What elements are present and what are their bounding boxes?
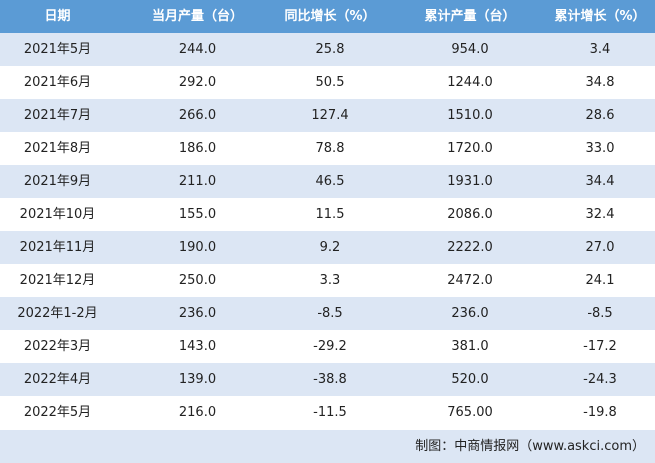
table-cell: -19.8: [583, 405, 617, 420]
table-cell: 32.4: [585, 207, 615, 222]
table-cell: 2022年3月: [23, 339, 92, 354]
table-cell: 28.6: [585, 108, 615, 123]
table-cell: 216.0: [178, 405, 217, 420]
table-cell: 2022年4月: [23, 372, 92, 387]
table-cell: 2021年10月: [19, 207, 96, 222]
table-cell: 236.0: [451, 306, 489, 321]
header-row: 日期 当月产量（台） 同比增长（%） 累计产量（台） 累计增长（%）: [0, 0, 655, 33]
table-cell: 292.0: [178, 75, 217, 90]
table-cell: 155.0: [178, 207, 217, 222]
header-cell: 累计增长（%）: [554, 9, 646, 24]
table-cell: 2222.0: [447, 240, 493, 255]
table-row: 2021年5月 244.0 25.8 954.0 3.4: [0, 33, 655, 66]
table-cell: 244.0: [178, 42, 217, 57]
table-cell: 2086.0: [447, 207, 493, 222]
table-cell: -11.5: [313, 405, 347, 420]
table-cell: 3.3: [319, 273, 341, 288]
table-cell: 25.8: [315, 42, 345, 57]
table-cell: 2021年7月: [23, 108, 92, 123]
table-cell: 50.5: [315, 75, 345, 90]
table-cell: 211.0: [178, 174, 217, 189]
table-cell: 11.5: [315, 207, 345, 222]
table-cell: 2021年6月: [23, 75, 92, 90]
table-cell: 250.0: [178, 273, 217, 288]
table-cell: 236.0: [178, 306, 217, 321]
header-cell: 同比增长（%）: [284, 9, 376, 24]
table-cell: -8.5: [317, 306, 343, 321]
table-cell: 186.0: [178, 141, 217, 156]
table-cell: 2472.0: [447, 273, 493, 288]
table-row: 2021年6月 292.0 50.5 1244.0 34.8: [0, 66, 655, 99]
table-cell: 78.8: [315, 141, 345, 156]
table-row: 2021年10月 155.0 11.5 2086.0 32.4: [0, 198, 655, 231]
table-row: 2021年11月 190.0 9.2 2222.0 27.0: [0, 231, 655, 264]
table-cell: 765.00: [447, 405, 493, 420]
table-cell: 3.4: [589, 42, 611, 57]
table-cell: 381.0: [451, 339, 489, 354]
table-row: 2021年9月 211.0 46.5 1931.0 34.4: [0, 165, 655, 198]
table-row: 2022年5月 216.0 -11.5 765.00 -19.8: [0, 396, 655, 429]
table-cell: 27.0: [585, 240, 615, 255]
table-cell: -38.8: [313, 372, 347, 387]
table-cell: 34.8: [585, 75, 615, 90]
table-cell: 2021年5月: [23, 42, 92, 57]
table-cell: -24.3: [583, 372, 617, 387]
header-cell: 当月产量（台）: [151, 9, 243, 24]
table-cell: -8.5: [587, 306, 613, 321]
table-row: 2021年7月 266.0 127.4 1510.0 28.6: [0, 99, 655, 132]
table-row: 2021年8月 186.0 78.8 1720.0 33.0: [0, 132, 655, 165]
table-cell: 2021年8月: [23, 141, 92, 156]
table-cell: 34.4: [585, 174, 615, 189]
table-row: 2021年12月 250.0 3.3 2472.0 24.1: [0, 264, 655, 297]
table-cell: 520.0: [451, 372, 489, 387]
table-cell: 1244.0: [447, 75, 493, 90]
table-cell: 2021年11月: [19, 240, 96, 255]
table-cell: 139.0: [178, 372, 217, 387]
table-cell: 1510.0: [447, 108, 493, 123]
table-cell: -29.2: [313, 339, 347, 354]
table-cell: 1720.0: [447, 141, 493, 156]
table-cell: 33.0: [585, 141, 615, 156]
table-cell: 1931.0: [447, 174, 493, 189]
table-cell: 2022年5月: [23, 405, 92, 420]
source-note: 制图：中商情报网（www.askci.com）: [415, 439, 645, 454]
table-row: 2022年1-2月 236.0 -8.5 236.0 -8.5: [0, 297, 655, 330]
table-cell: -17.2: [583, 339, 617, 354]
table-cell: 24.1: [585, 273, 615, 288]
header-cell: 日期: [44, 9, 71, 24]
table-cell: 2021年9月: [23, 174, 92, 189]
table-cell: 9.2: [319, 240, 341, 255]
table-cell: 46.5: [315, 174, 345, 189]
table-cell: 954.0: [451, 42, 489, 57]
table-cell: 2022年1-2月: [17, 306, 98, 321]
table-cell: 2021年12月: [19, 273, 96, 288]
footer: 制图：中商情报网（www.askci.com）: [0, 430, 655, 463]
header-cell: 累计产量（台）: [424, 9, 516, 24]
table-cell: 143.0: [178, 339, 217, 354]
table-row: 2022年3月 143.0 -29.2 381.0 -17.2: [0, 330, 655, 363]
table-row: 2022年4月 139.0 -38.8 520.0 -24.3: [0, 363, 655, 396]
table-cell: 127.4: [311, 108, 349, 123]
table-cell: 190.0: [178, 240, 217, 255]
table-cell: 266.0: [178, 108, 217, 123]
